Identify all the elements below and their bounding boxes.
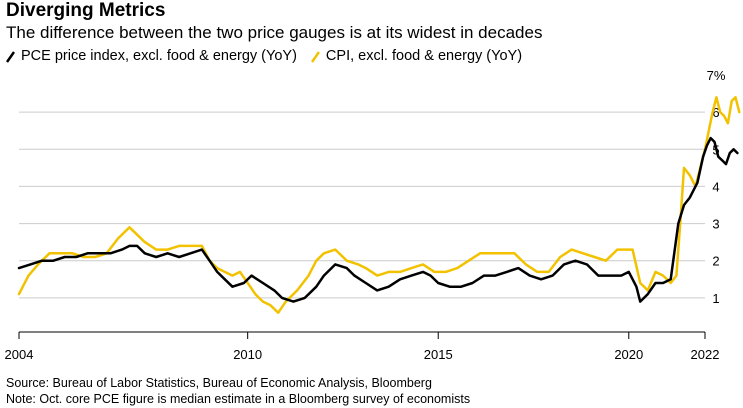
chart-title: Diverging Metrics <box>6 0 166 21</box>
footnote: Note: Oct. core PCE figure is median est… <box>6 392 471 406</box>
pce-series-line <box>17 136 739 303</box>
legend-label-cpi: CPI, excl. food & energy (YoY) <box>325 48 523 64</box>
series-lines <box>17 96 741 314</box>
x-tick-label: 2004 <box>5 347 34 362</box>
x-axis: 2004 2010 2015 2020 2022 <box>5 331 720 362</box>
legend-item-pce: PCE price index, excl. food & energy (Yo… <box>6 48 297 64</box>
x-tick-label: 2015 <box>424 347 453 362</box>
pce-legend-swatch <box>6 49 15 64</box>
x-tick-label: 2022 <box>691 347 720 362</box>
cpi-series-line <box>17 96 741 314</box>
source-note: Source: Bureau of Labor Statistics, Bure… <box>6 376 432 390</box>
x-tick-label: 2020 <box>614 347 643 362</box>
y-tick-label: 6 <box>712 105 719 120</box>
legend: PCE price index, excl. food & energy (Yo… <box>6 48 536 64</box>
x-tick-label: 2010 <box>233 347 262 362</box>
y-tick-label: 3 <box>712 217 719 232</box>
chart-subtitle: The difference between the two price gau… <box>6 23 543 42</box>
gridlines <box>19 111 705 299</box>
legend-item-cpi: CPI, excl. food & energy (YoY) <box>310 48 523 64</box>
legend-label-pce: PCE price index, excl. food & energy (Yo… <box>21 48 297 64</box>
y-tick-label: 2 <box>712 254 719 269</box>
y-tick-label: 1 <box>712 291 719 306</box>
y-tick-label: 7% <box>707 68 726 83</box>
cpi-legend-swatch <box>310 49 320 64</box>
y-tick-label: 4 <box>712 179 719 194</box>
